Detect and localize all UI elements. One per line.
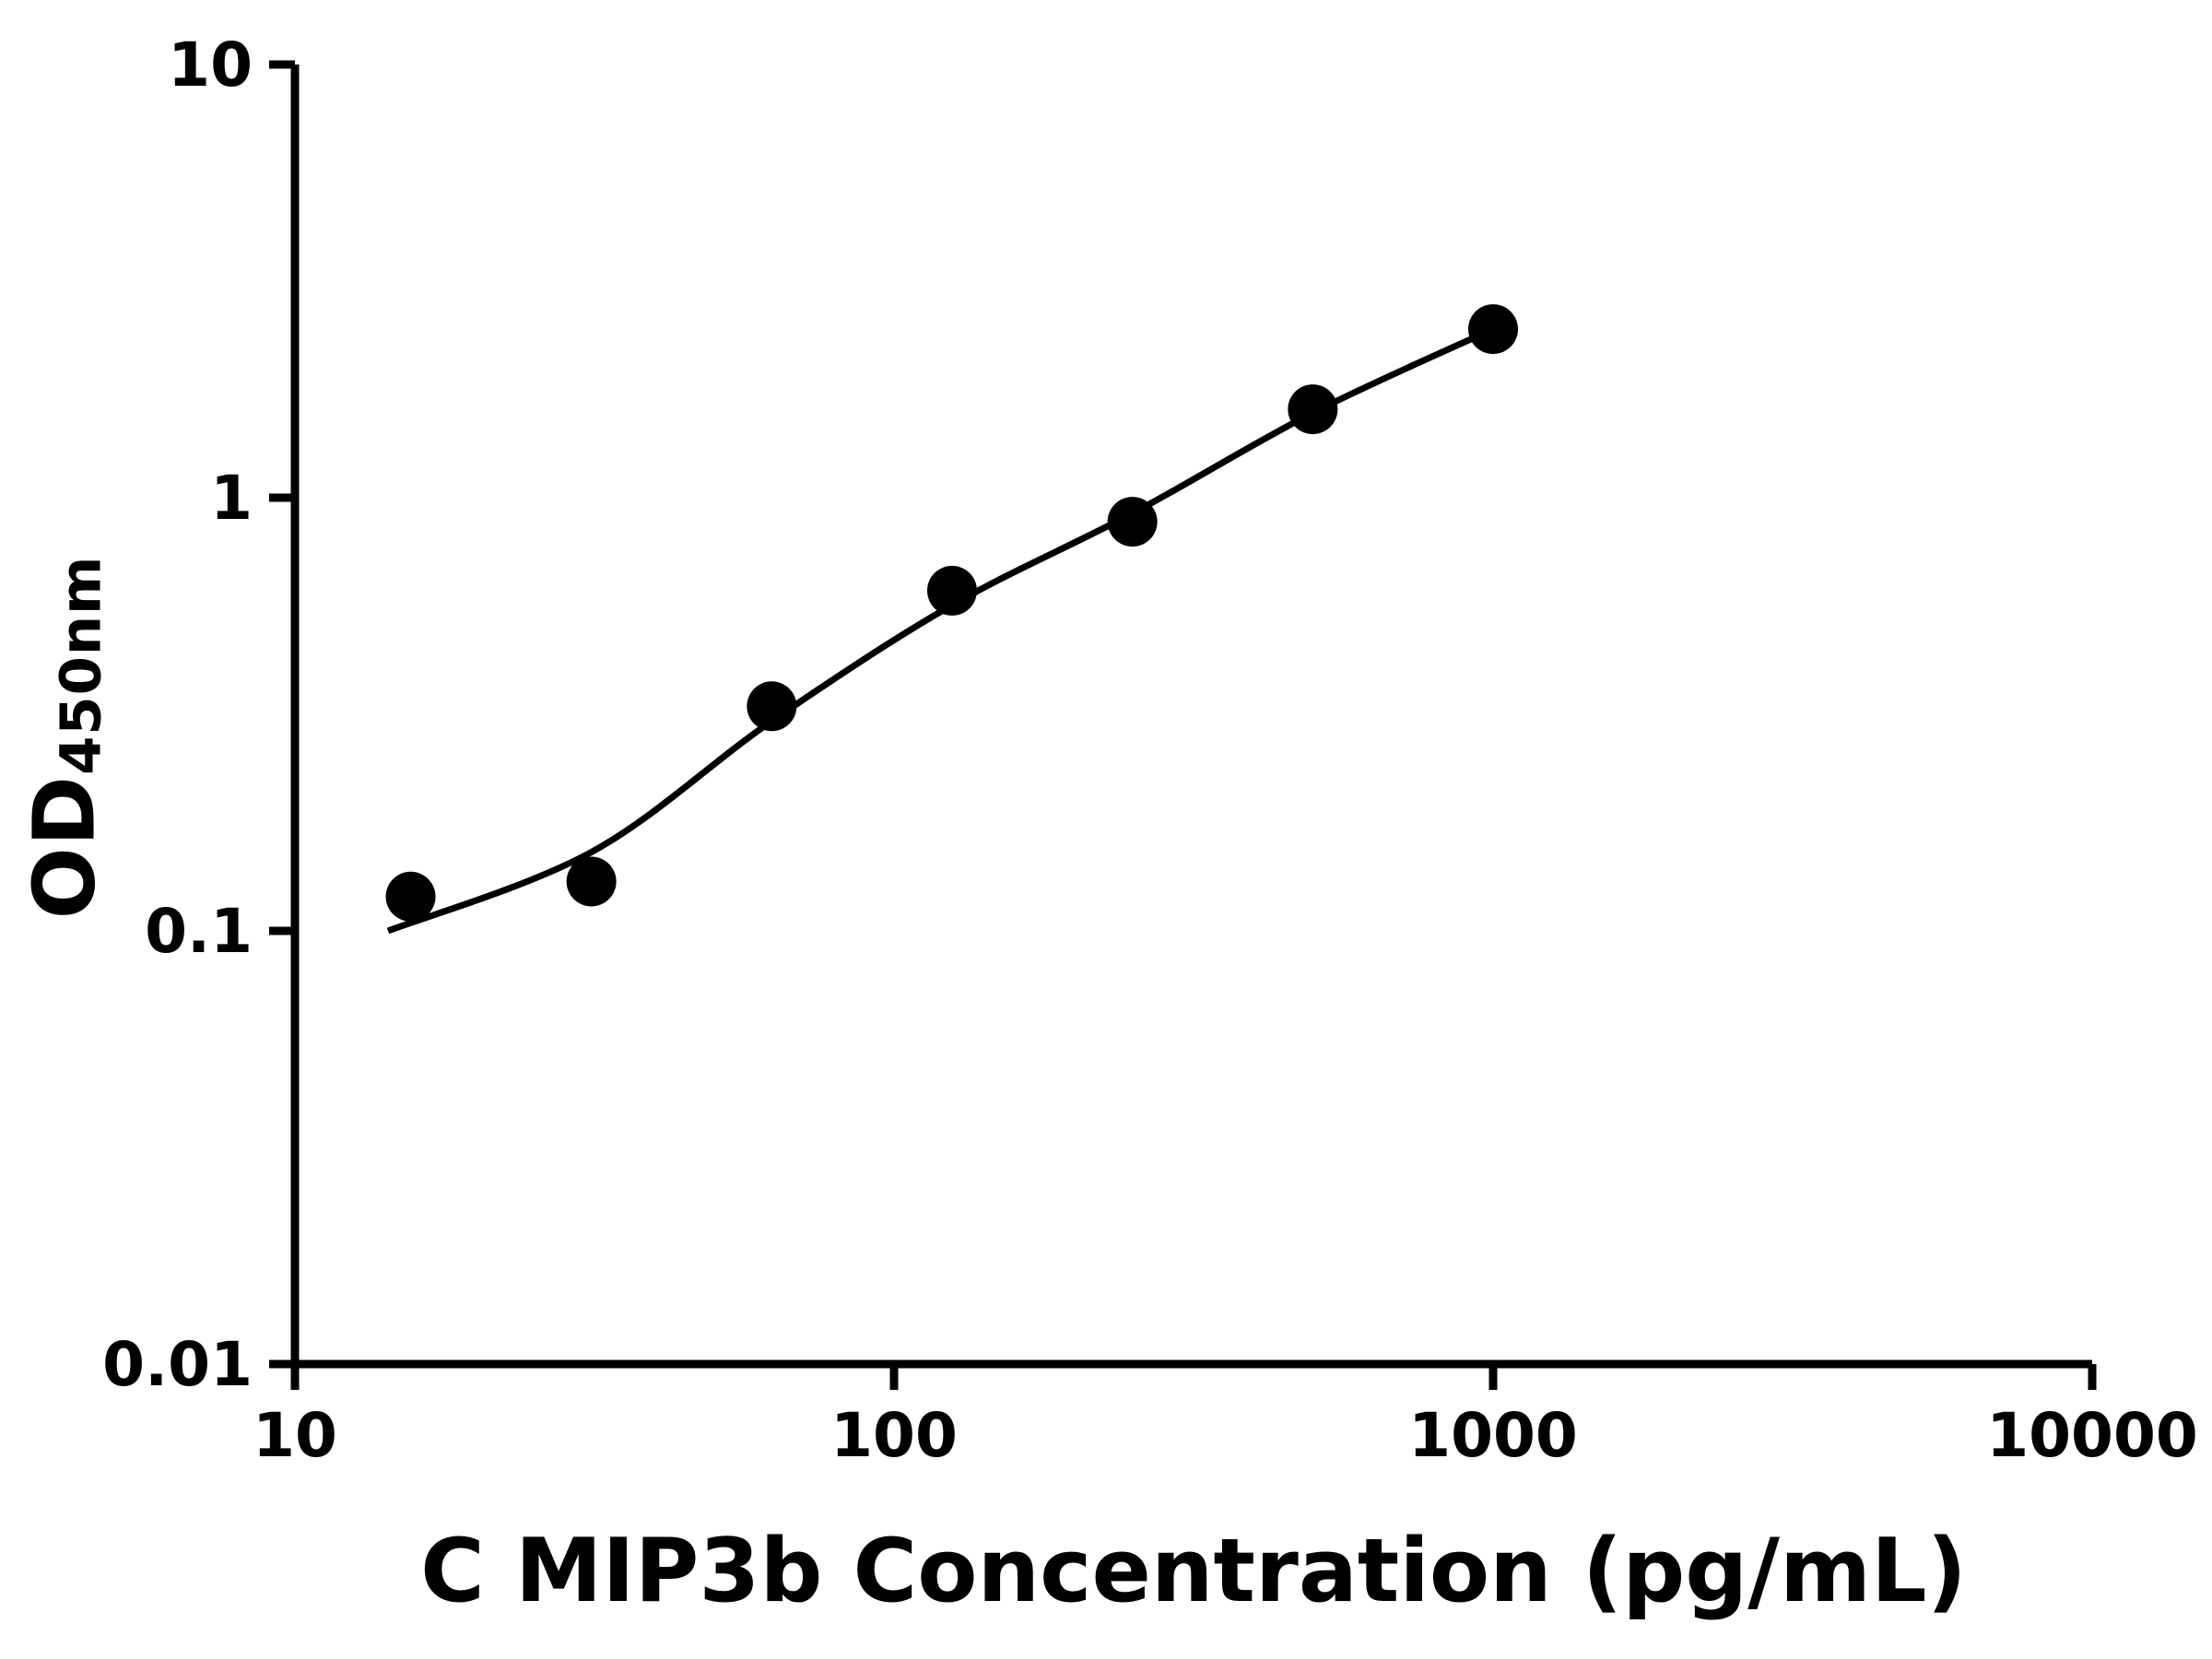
data-point: [566, 856, 617, 907]
y-axis-title-main: OD: [15, 774, 114, 920]
x-tick-label: 10000: [1986, 1400, 2198, 1471]
x-tick-label: 1000: [1408, 1400, 1578, 1471]
y-tick-label: 1: [210, 463, 253, 534]
y-axis-title-subscript: 450nm: [49, 555, 114, 775]
data-point: [747, 681, 797, 732]
x-axis-title: C MIP3b Concentration (pg/mL): [420, 1521, 1967, 1622]
y-tick-label: 0.1: [145, 896, 253, 967]
axis-spines: [290, 65, 2092, 1369]
data-point: [1468, 304, 1518, 355]
data-point: [926, 565, 977, 616]
y-tick-label: 10: [168, 29, 253, 100]
x-tick-label: 10: [253, 1400, 337, 1471]
y-axis-title: OD450nm: [15, 556, 113, 920]
x-tick-label: 100: [830, 1400, 958, 1471]
data-point: [1107, 497, 1158, 547]
data-point: [385, 871, 436, 922]
y-tick-label: 0.01: [102, 1329, 253, 1400]
data-point: [1288, 384, 1338, 435]
